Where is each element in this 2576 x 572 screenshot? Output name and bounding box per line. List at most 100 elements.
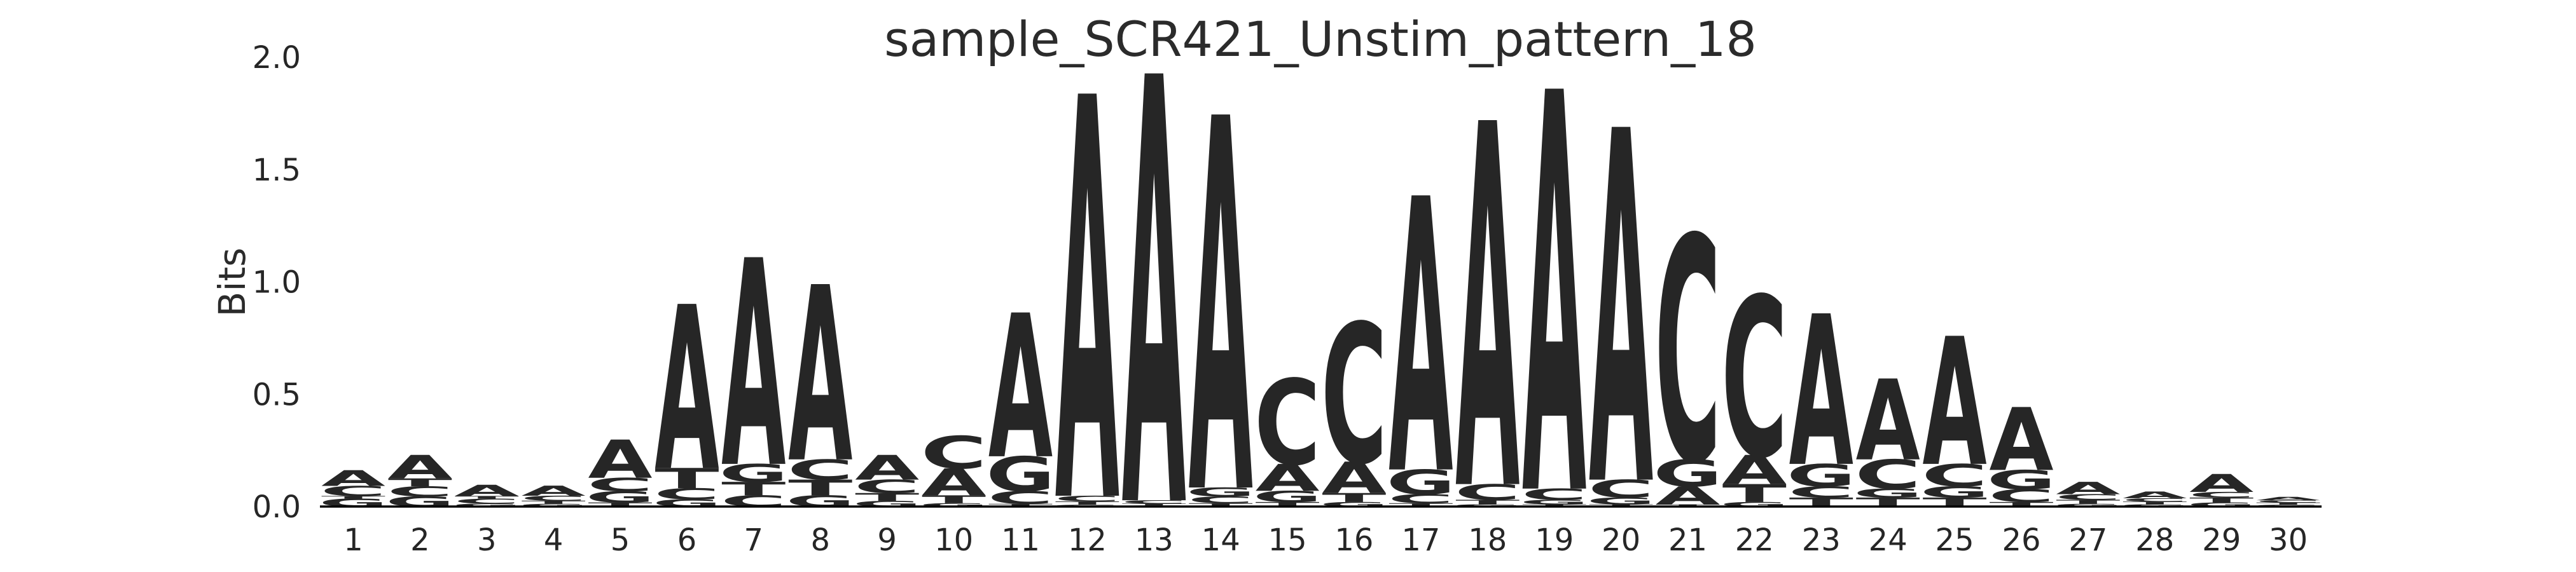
logo-letter-G: G <box>1520 499 1589 506</box>
logo-letter-T: T <box>388 476 452 489</box>
x-tick-label: 22 <box>1735 522 1774 558</box>
logo-letter-T: T <box>2122 501 2187 505</box>
x-tick-label: 23 <box>1802 522 1841 558</box>
logo-letter-T: T <box>2189 496 2254 504</box>
logo-letter-A: A <box>654 259 719 521</box>
logo-letter-C: C <box>1922 458 1988 494</box>
x-tick-label: 8 <box>811 522 831 558</box>
logo-letter-C: C <box>387 484 453 500</box>
logo-letter-A: A <box>1589 31 1654 572</box>
y-tick-labels: 0.0 0.5 1.0 1.5 2.0 <box>253 40 301 525</box>
logo-letter-T: T <box>1322 491 1386 505</box>
logo-letter-C: C <box>1721 253 1787 507</box>
logo-letter-A: A <box>1256 456 1320 500</box>
y-tick-label: 1.5 <box>253 153 301 188</box>
logo-letter-A: A <box>588 430 652 491</box>
logo-letter-T: T <box>321 495 386 500</box>
logo-letter-G: G <box>1253 488 1322 506</box>
logo-letter-G: G <box>1586 496 1656 507</box>
x-tick-label: 18 <box>1468 522 1507 558</box>
logo-letter-C: C <box>1588 475 1654 503</box>
logo-letter-A: A <box>922 461 986 504</box>
x-tick-label: 19 <box>1535 522 1574 558</box>
x-tick-label: 14 <box>1201 522 1240 558</box>
y-tick-label: 1.0 <box>253 265 301 301</box>
y-tick-label: 0.0 <box>253 489 301 525</box>
logo-letter-T: T <box>1189 502 1254 508</box>
y-axis-label: Bits <box>211 248 254 317</box>
logo-letter-C: C <box>1455 480 1521 505</box>
logo-letter-C: C <box>1788 483 1854 501</box>
logo-letter-C: C <box>2189 491 2255 500</box>
logo-letter-A: A <box>1455 20 1520 572</box>
logo-letter-A: A <box>1522 0 1587 572</box>
logo-letter-G: G <box>519 503 588 508</box>
logo-letter-T: T <box>721 479 786 500</box>
logo-letter-T: T <box>788 475 852 500</box>
x-tick-label: 27 <box>2068 522 2107 558</box>
logo-letter-G: G <box>1920 484 1990 501</box>
x-tick-label: 30 <box>2269 522 2308 558</box>
x-tick-label: 20 <box>1602 522 1640 558</box>
logo-letter-C: C <box>1188 494 1254 505</box>
x-tick-label: 7 <box>744 522 764 558</box>
x-tick-label: 3 <box>477 522 497 558</box>
x-tick-label: 29 <box>2202 522 2241 558</box>
logo-letter-T: T <box>1122 503 1187 507</box>
logo-letter-T: T <box>2056 499 2121 505</box>
logo-letter-T: T <box>2256 502 2321 506</box>
x-tick-label: 6 <box>677 522 697 558</box>
x-tick-label: 21 <box>1668 522 1707 558</box>
logo-letter-T: T <box>922 493 986 506</box>
logo-letter-C: C <box>2122 497 2188 502</box>
logo-letter-C: C <box>587 474 653 496</box>
logo-letter-A: A <box>321 466 385 491</box>
logo-letter-C: C <box>2055 493 2121 501</box>
y-tick-label: 2.0 <box>253 40 301 76</box>
logo-letter-G: G <box>1987 465 2056 496</box>
x-tick-labels: 1 2 3 4 5 6 7 8 9 10 11 12 13 14 15 16 17 18 19 20 21 22 23 24 2… <box>343 522 2308 558</box>
logo-letter-T: T <box>988 503 1053 508</box>
logo-letter-A: A <box>1322 453 1387 504</box>
logo-letter-T: T <box>1055 500 1120 506</box>
logo-letter-C: C <box>1654 174 1721 533</box>
logo-letter-G: G <box>1787 458 1856 494</box>
logo-letter-A: A <box>1656 482 1721 510</box>
logo-letter-G: G <box>1853 486 1923 501</box>
x-tick-label: 11 <box>1001 522 1040 558</box>
logo-letter-C: C <box>1388 492 1454 507</box>
x-tick-label: 24 <box>1869 522 1908 558</box>
logo-letter-A: A <box>1388 121 1453 559</box>
x-tick-label: 15 <box>1268 522 1307 558</box>
logo-letter-G: G <box>2054 503 2123 508</box>
x-tick-label: 17 <box>1401 522 1440 558</box>
logo-letter-A: A <box>455 482 520 500</box>
logo-letter-C: C <box>520 494 586 502</box>
logo-letter-C: C <box>987 487 1053 508</box>
logo-letter-A: A <box>1122 0 1187 572</box>
x-tick-label: 26 <box>2002 522 2040 558</box>
logo-letter-C: C <box>1521 486 1588 503</box>
logo-letter-C: C <box>1254 355 1320 491</box>
logo-letter-G: G <box>986 447 1055 503</box>
logo-letter-C: C <box>1321 285 1387 507</box>
x-tick-label: 25 <box>1935 522 1974 558</box>
logo-letter-T: T <box>855 491 919 503</box>
logo-letter-C: C <box>1121 500 1187 505</box>
logo-letter-A: A <box>2122 489 2187 500</box>
logo-letter-C: C <box>654 485 720 503</box>
x-tick-label: 13 <box>1135 522 1174 558</box>
logo-letter-C: C <box>1855 451 1921 498</box>
logo-letter-A: A <box>1989 390 2053 491</box>
x-tick-label: 10 <box>934 522 973 558</box>
logo-letter-G: G <box>1320 501 1389 508</box>
logo-letter-A: A <box>1722 447 1787 494</box>
logo-letter-T: T <box>654 462 719 494</box>
logo-letter-G: G <box>2187 501 2256 508</box>
x-tick-label: 28 <box>2135 522 2174 558</box>
logo-letter-A: A <box>2056 479 2120 498</box>
logo-letter-C: C <box>320 483 386 499</box>
